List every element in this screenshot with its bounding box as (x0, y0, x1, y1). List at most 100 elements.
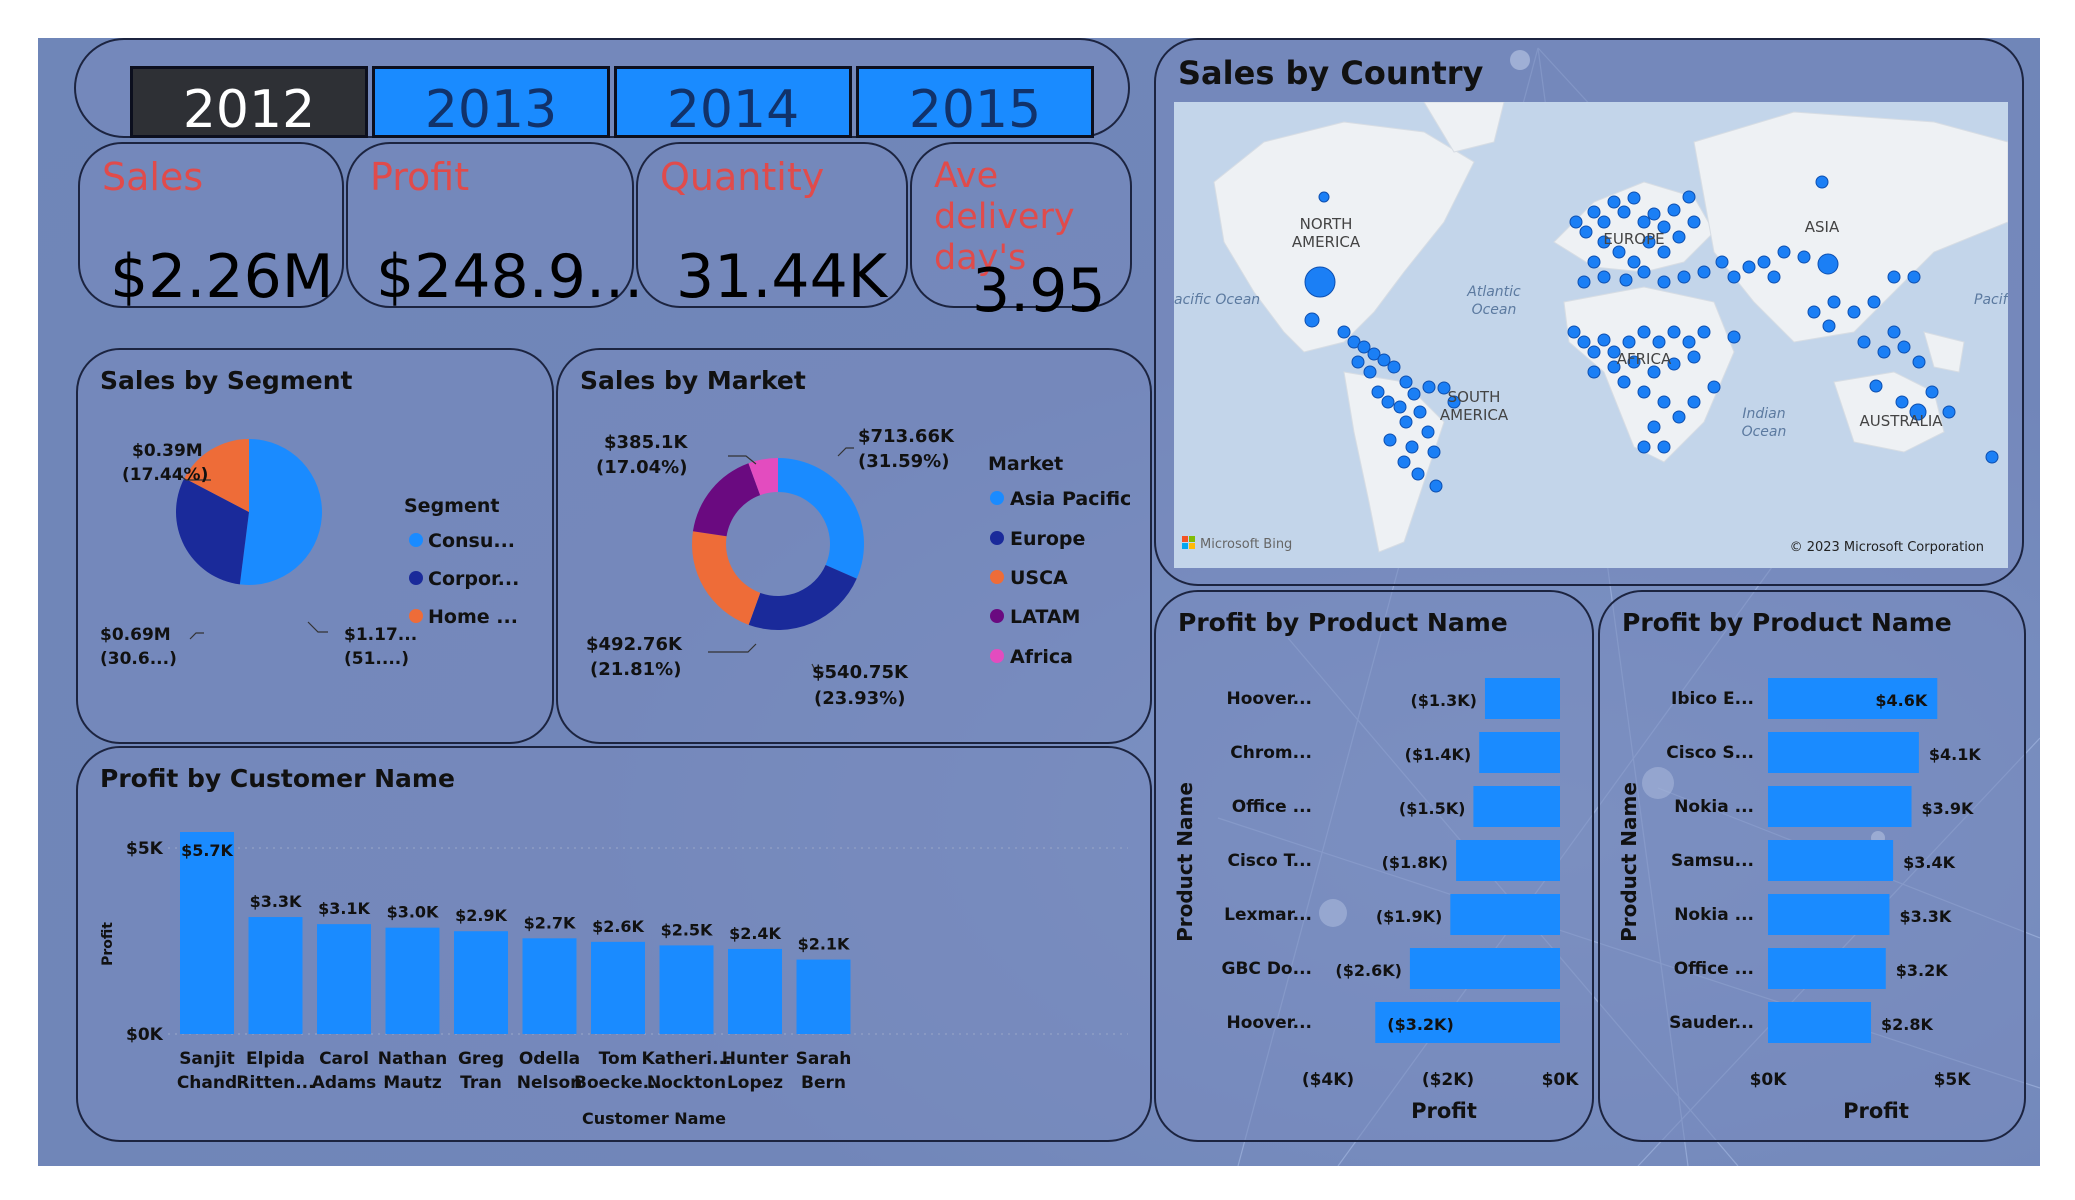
map-bubble-23[interactable] (1397, 455, 1411, 469)
map-bubble-85[interactable] (1597, 333, 1611, 347)
bar-4[interactable] (1768, 894, 1890, 935)
map-bubble-79[interactable] (1942, 405, 1956, 419)
bar-0[interactable] (1768, 678, 1938, 719)
map-bubble-64[interactable] (1827, 295, 1841, 309)
map-bubble-76[interactable] (1895, 395, 1909, 409)
map-bubble-108[interactable] (1727, 330, 1741, 344)
map-bubble-93[interactable] (1587, 365, 1601, 379)
map-bubble-38[interactable] (1667, 203, 1681, 217)
map-bubble-102[interactable] (1672, 410, 1686, 424)
map-bubble-8[interactable] (1351, 355, 1365, 369)
map-bubble-73[interactable] (1912, 355, 1926, 369)
bar-2[interactable] (317, 924, 371, 1034)
bar-6[interactable] (1375, 1002, 1560, 1043)
map-bubble-33[interactable] (1617, 205, 1631, 219)
map-bubble-69[interactable] (1857, 335, 1871, 349)
map-bubble-58[interactable] (1757, 255, 1771, 269)
bar-0[interactable] (180, 832, 234, 1034)
map-bubble-62[interactable] (1817, 253, 1839, 275)
map-bubble-27[interactable] (1429, 479, 1443, 493)
map-bubble-18[interactable] (1413, 405, 1427, 419)
legend-item-home-office[interactable]: Home ... (428, 606, 518, 628)
map-bubble-52[interactable] (1657, 275, 1671, 289)
legend-item-latam[interactable]: LATAM (1010, 606, 1080, 628)
bar-9[interactable] (796, 959, 851, 1034)
map-bubble-67[interactable] (1887, 270, 1901, 284)
map-bubble-89[interactable] (1652, 335, 1666, 349)
map-bubble-77[interactable] (1909, 403, 1927, 421)
world-map[interactable]: NORTH AMERICA EUROPE ASIA AFRICA SOUTH A… (1174, 102, 2008, 568)
bar-3[interactable] (385, 927, 440, 1034)
map-bubble-57[interactable] (1742, 260, 1756, 274)
map-bubble-9[interactable] (1363, 365, 1377, 379)
bar-2[interactable] (1473, 786, 1560, 827)
map-bubble-65[interactable] (1847, 305, 1861, 319)
map-bubble-100[interactable] (1637, 385, 1651, 399)
bar-5[interactable] (1768, 948, 1886, 989)
bar-1[interactable] (1479, 732, 1560, 773)
map-bubble-28[interactable] (1569, 215, 1583, 229)
map-bubble-25[interactable] (1447, 395, 1461, 409)
map-bubble-75[interactable] (1869, 379, 1883, 393)
map-bubble-32[interactable] (1607, 195, 1621, 209)
map-bubble-101[interactable] (1657, 395, 1671, 409)
map-bubble-10[interactable] (1387, 360, 1401, 374)
donut-slice-4[interactable] (748, 458, 778, 496)
map-bubble-56[interactable] (1727, 270, 1741, 284)
bar-2[interactable] (1768, 786, 1912, 827)
bar-7[interactable] (659, 945, 714, 1034)
map-bubble-51[interactable] (1637, 265, 1651, 279)
legend-item-africa[interactable]: Africa (1010, 646, 1073, 668)
map-bubble-34[interactable] (1627, 191, 1641, 205)
map-bubble-70[interactable] (1877, 345, 1891, 359)
map-bubble-80[interactable] (1985, 450, 1999, 464)
year-button-2015[interactable]: 2015 (856, 66, 1094, 138)
map-bubble-37[interactable] (1657, 220, 1671, 234)
map-bubble-36[interactable] (1647, 207, 1661, 221)
map-bubble-55[interactable] (1715, 255, 1729, 269)
map-bubble-31[interactable] (1597, 215, 1611, 229)
map-bubble-72[interactable] (1897, 340, 1911, 354)
donut-slice-1[interactable] (748, 564, 857, 630)
map-bubble-54[interactable] (1697, 265, 1711, 279)
map-bubble-78[interactable] (1925, 385, 1939, 399)
bar-6[interactable] (1768, 1002, 1872, 1043)
pie-slice-1[interactable] (176, 478, 249, 585)
map-bubble-24[interactable] (1437, 381, 1451, 395)
map-bubble-71[interactable] (1887, 325, 1901, 339)
map-bubble-53[interactable] (1677, 270, 1691, 284)
bar-4[interactable] (1450, 894, 1560, 935)
legend-item-europe[interactable]: Europe (1010, 528, 1085, 550)
map-bubble-82[interactable] (1567, 325, 1581, 339)
year-button-2013[interactable]: 2013 (372, 66, 610, 138)
map-bubble-42[interactable] (1642, 235, 1656, 249)
year-button-2014[interactable]: 2014 (614, 66, 852, 138)
map-bubble-98[interactable] (1687, 350, 1701, 364)
map-bubble-1[interactable] (1304, 312, 1320, 328)
map-bubble-2[interactable] (1318, 191, 1330, 203)
map-bubble-50[interactable] (1619, 273, 1633, 287)
map-bubble-15[interactable] (1381, 395, 1395, 409)
map-bubble-99[interactable] (1617, 375, 1631, 389)
bar-1[interactable] (248, 917, 303, 1034)
map-bubble-61[interactable] (1797, 250, 1811, 264)
map-bubble-86[interactable] (1607, 345, 1621, 359)
map-bubble-16[interactable] (1393, 400, 1407, 414)
map-bubble-5[interactable] (1357, 340, 1371, 354)
map-bubble-74[interactable] (1822, 319, 1836, 333)
map-bubble-91[interactable] (1682, 335, 1696, 349)
map-bubble-35[interactable] (1637, 215, 1651, 229)
donut-slice-2[interactable] (692, 531, 761, 625)
map-bubble-29[interactable] (1579, 225, 1593, 239)
legend-item-asia-pacific[interactable]: Asia Pacific (1010, 488, 1131, 510)
map-bubble-84[interactable] (1587, 345, 1601, 359)
bar-8[interactable] (728, 948, 782, 1034)
bar-6[interactable] (591, 941, 645, 1034)
map-bubble-94[interactable] (1607, 360, 1621, 374)
bar-5[interactable] (1409, 948, 1560, 989)
donut-slice-0[interactable] (778, 458, 864, 579)
map-bubble-14[interactable] (1371, 385, 1385, 399)
map-bubble-44[interactable] (1672, 230, 1686, 244)
map-bubble-95[interactable] (1627, 355, 1641, 369)
map-bubble-48[interactable] (1577, 275, 1591, 289)
